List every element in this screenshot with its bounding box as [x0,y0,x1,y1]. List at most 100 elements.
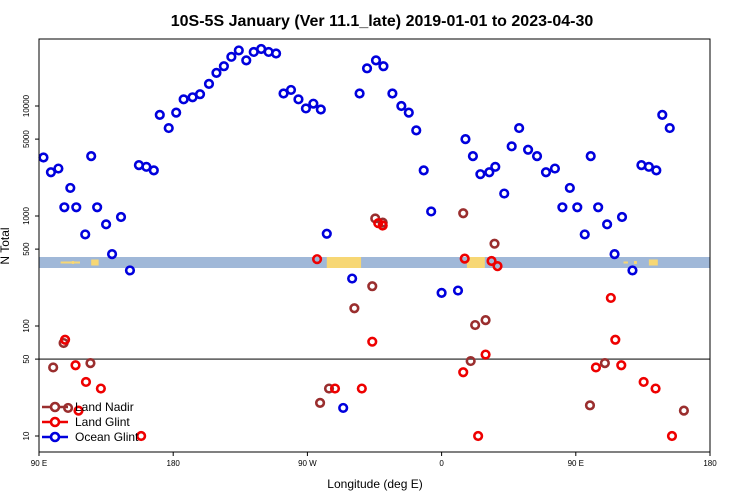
point-land-nadir [465,355,476,367]
point-land-nadir [314,397,326,408]
point-ocean-glint [490,161,501,172]
point-land-glint [459,253,470,264]
point-land-nadir [85,357,96,369]
point-land-glint [95,383,106,394]
point-ocean-glint [65,182,76,194]
y-tick-label: 1000 [22,207,31,225]
point-ocean-glint [106,249,118,260]
point-ocean-glint [411,125,422,136]
x-tick-label: 90 E [568,459,584,468]
point-ocean-glint [403,107,414,118]
point-land-nadir [323,383,335,394]
band-land [623,261,628,264]
point-land-nadir [349,303,360,314]
point-land-nadir [470,319,481,331]
point-land-nadir [599,357,610,369]
y-axis-label: N Total [0,227,12,264]
point-land-glint [473,430,484,442]
legend-label: Land Nadir [75,400,134,414]
point-land-nadir [480,315,491,326]
point-ocean-glint [549,163,561,174]
point-ocean-glint [426,206,437,217]
point-ocean-glint [338,402,349,414]
point-ocean-glint [92,202,103,213]
point-ocean-glint [154,109,165,121]
y-tick-label: 10 [22,431,31,440]
point-ocean-glint [148,165,159,176]
point-ocean-glint [484,167,495,178]
x-tick-label: 0 [439,459,444,468]
point-ocean-glint [460,134,471,145]
legend-marker [49,416,61,428]
legend-marker [49,431,61,443]
point-ocean-glint [609,249,620,260]
point-land-glint [610,334,621,345]
band-land [91,259,99,266]
point-ocean-glint [80,229,91,240]
point-land-nadir [584,400,596,411]
band-land [71,261,75,264]
point-ocean-glint [664,122,675,134]
point-ocean-glint [53,163,64,174]
point-ocean-glint [370,55,382,66]
y-tick-label: 5000 [22,130,31,148]
y-axis: 10 50 100 500 1000 5000 10000 [22,94,39,440]
point-ocean-glint [616,211,628,223]
point-ocean-glint [593,202,604,213]
point-land-nadir [48,362,59,373]
point-ocean-glint [418,165,429,176]
point-ocean-glint [657,109,668,121]
band-land [633,261,637,264]
point-land-nadir [678,405,690,416]
point-ocean-glint [452,285,464,296]
y-tick-label: 500 [22,242,31,256]
point-land-glint [59,334,71,345]
point-ocean-glint [361,63,373,74]
point-land-glint [73,405,84,416]
point-ocean-glint [396,100,407,112]
point-land-glint [367,336,378,347]
point-ocean-glint [45,167,57,178]
point-land-glint [136,430,147,442]
point-land-glint [666,430,678,442]
point-ocean-glint [233,45,244,56]
point-ocean-glint [124,265,136,276]
point-ocean-glint [315,104,326,115]
point-land-glint [650,383,661,394]
point-ocean-glint [71,202,82,213]
x-axis-label: Longitude (deg E) [327,477,422,491]
point-ocean-glint [270,48,282,59]
point-ocean-glint [178,94,189,105]
legend-item: Land Glint [42,415,130,429]
point-land-glint [590,362,602,373]
point-ocean-glint [572,202,583,213]
point-land-glint [458,367,469,378]
point-land-glint [492,261,503,272]
point-ocean-glint [467,151,479,162]
point-ocean-glint [602,219,613,230]
point-ocean-glint [171,107,182,118]
point-ocean-glint [241,55,252,66]
point-land-glint [486,255,497,267]
x-axis: 90 E 180 90 W 0 90 E 180 [31,452,717,468]
point-ocean-glint [115,211,127,223]
plot-frame [38,38,711,453]
point-ocean-glint [203,78,215,89]
band-land [326,257,362,268]
legend-item: Land Nadir [42,400,134,414]
band-land [466,257,485,268]
point-land-nadir [489,238,500,249]
point-ocean-glint [321,228,332,239]
point-ocean-glint [300,103,312,114]
point-land-glint [605,292,616,304]
point-ocean-glint [308,98,319,109]
point-ocean-glint [522,144,534,155]
point-ocean-glint [211,67,222,78]
point-ocean-glint [436,287,447,298]
point-ocean-glint [387,88,398,99]
point-ocean-glint [163,122,174,134]
point-ocean-glint [100,219,112,230]
legend-label: Land Glint [75,415,130,429]
